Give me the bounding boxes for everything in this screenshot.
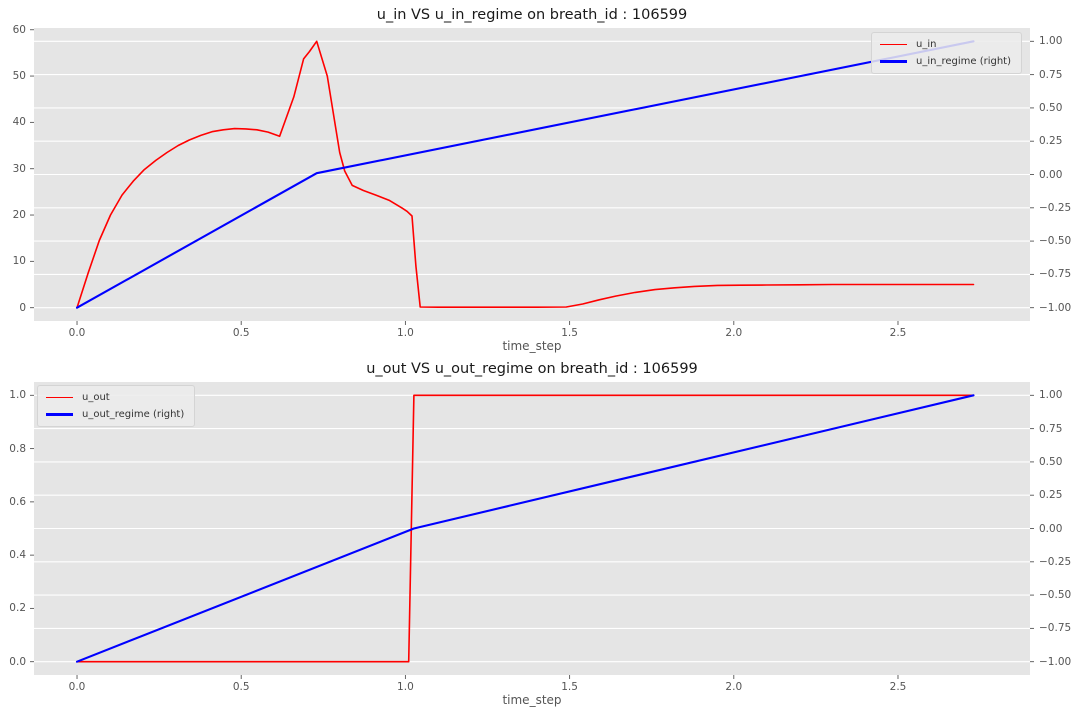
x-tick-label: 1.0 [397, 327, 414, 339]
right-tick-label: −0.25 [1039, 201, 1072, 214]
x-tick-label: 2.5 [889, 327, 907, 339]
left-tick-label: 10 [12, 255, 26, 268]
right-tick-label: −0.50 [1039, 234, 1072, 247]
right-tick-label: 0.50 [1039, 455, 1063, 468]
right-tick-label: −0.75 [1039, 268, 1072, 281]
left-tick-label: 50 [12, 69, 26, 82]
legend-line-sample [46, 396, 73, 399]
right-tick-label: 0.50 [1039, 101, 1063, 114]
legend-entry: u_out_regime (right) [46, 408, 184, 421]
legend-line-sample [880, 43, 907, 46]
left-tick-label: 1.0 [9, 389, 26, 402]
right-tick-label: −0.50 [1039, 588, 1072, 601]
right-tick-label: −1.00 [1039, 301, 1072, 314]
chart2-xlabel: time_step [502, 693, 562, 707]
chart1-xlabel: time_step [502, 339, 562, 353]
left-tick-label: 20 [12, 208, 26, 221]
legend-entry: u_in_regime (right) [880, 55, 1011, 68]
legend-entry-label: u_in_regime (right) [916, 55, 1011, 67]
left-tick-label: 0.0 [9, 655, 26, 668]
left-tick-label: 0.8 [9, 442, 26, 455]
chart1-legend: u_in u_in_regime (right) [871, 32, 1022, 74]
right-tick-label: −1.00 [1039, 655, 1072, 668]
legend-entry: u_out [46, 391, 184, 404]
x-tick-label: 2.0 [725, 327, 743, 339]
x-tick-label: 1.5 [561, 681, 578, 693]
chart2-title: u_out VS u_out_regime on breath_id : 106… [366, 361, 698, 377]
x-tick-label: 0.0 [68, 327, 86, 339]
legend-entry: u_in [880, 38, 1011, 51]
right-tick-label: 0.75 [1039, 422, 1063, 435]
right-tick-label: 0.00 [1039, 168, 1063, 181]
chart1-title: u_in VS u_in_regime on breath_id : 10659… [376, 7, 688, 23]
right-tick-label: 0.25 [1039, 488, 1063, 501]
x-tick-label: 1.5 [561, 327, 578, 339]
chart2-legend: u_out u_out_regime (right) [37, 385, 196, 427]
x-tick-label: 0.5 [232, 681, 250, 693]
x-tick-label: 2.0 [725, 681, 743, 693]
series-line-u_in [76, 40, 975, 309]
x-tick-label: 0.0 [68, 681, 86, 693]
left-tick-label: 60 [12, 23, 26, 36]
left-tick-label: 0.6 [9, 495, 26, 508]
left-tick-label: 40 [12, 116, 26, 129]
series-line-u_in_regime [75, 40, 975, 309]
legend-entry-label: u_out [82, 391, 110, 403]
right-tick-label: 1.00 [1039, 35, 1063, 48]
legend-line-sample [46, 413, 73, 416]
left-tick-label: 30 [12, 162, 26, 175]
legend-entry-label: u_out_regime (right) [82, 408, 185, 420]
left-tick-label: 0.4 [9, 548, 26, 561]
left-tick-label: 0 [19, 301, 26, 314]
x-tick-label: 0.5 [232, 327, 250, 339]
legend-line-sample [880, 60, 907, 63]
right-tick-label: −0.75 [1039, 622, 1072, 635]
x-tick-label: 1.0 [397, 681, 414, 693]
left-tick-label: 0.2 [9, 602, 26, 615]
right-tick-label: −0.25 [1039, 555, 1072, 568]
right-tick-label: 0.75 [1039, 68, 1063, 81]
x-tick-label: 2.5 [889, 681, 907, 693]
right-tick-label: 0.00 [1039, 522, 1063, 535]
right-tick-label: 1.00 [1039, 389, 1063, 402]
series-line-u_out_regime [75, 394, 975, 663]
legend-entry-label: u_in [916, 38, 937, 50]
right-tick-label: 0.25 [1039, 134, 1063, 147]
